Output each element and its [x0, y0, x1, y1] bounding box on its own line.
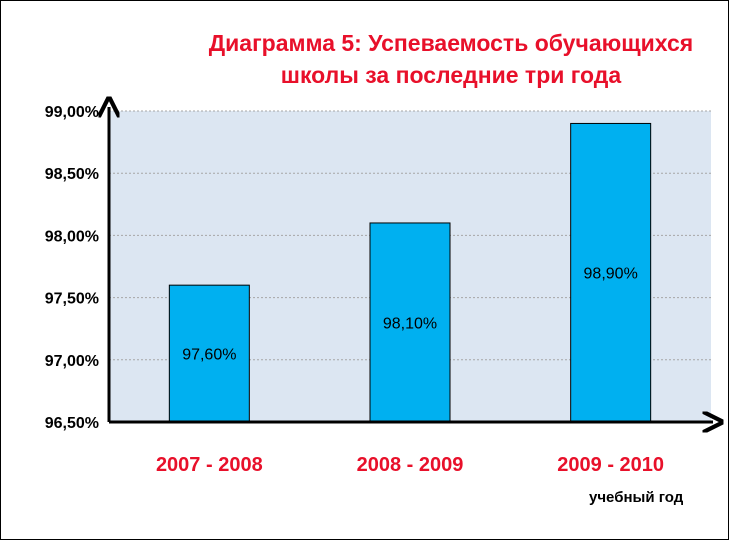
chart-title: Диаграмма 5: Успеваемость обучающихся шк…: [191, 27, 711, 91]
y-tick-label: 96,50%: [45, 415, 99, 432]
data-labels: 97,60% 98,10% 98,90%: [182, 266, 638, 364]
x-category-label: 2009 - 2010: [557, 454, 664, 476]
data-label: 98,10%: [383, 315, 437, 332]
y-tick-label: 97,00%: [45, 353, 99, 370]
bar: [168, 284, 250, 423]
x-axis-title: учебный год: [589, 489, 684, 506]
x-category-label: 2008 - 2009: [357, 454, 464, 476]
chart-title-line-2: школы за последние три года: [280, 62, 622, 88]
bar: [570, 122, 652, 423]
y-tick-labels: 96,50% 97,00% 97,50% 98,00% 98,50% 99,00%: [45, 104, 99, 432]
chart-title-line-1: Диаграмма 5: Успеваемость обучающихся: [208, 30, 694, 56]
y-tick-label: 98,00%: [45, 228, 99, 245]
y-tick-label: 97,50%: [45, 291, 99, 308]
data-label: 97,60%: [182, 347, 236, 364]
bar: [369, 222, 451, 423]
y-tick-label: 98,50%: [45, 166, 99, 183]
y-tick-label: 99,00%: [45, 104, 99, 121]
data-label: 98,90%: [584, 266, 638, 283]
x-category-label: 2007 - 2008: [156, 454, 263, 476]
x-category-labels: 2007 - 2008 2008 - 2009 2009 - 2010: [156, 454, 664, 476]
bars: [168, 122, 652, 423]
